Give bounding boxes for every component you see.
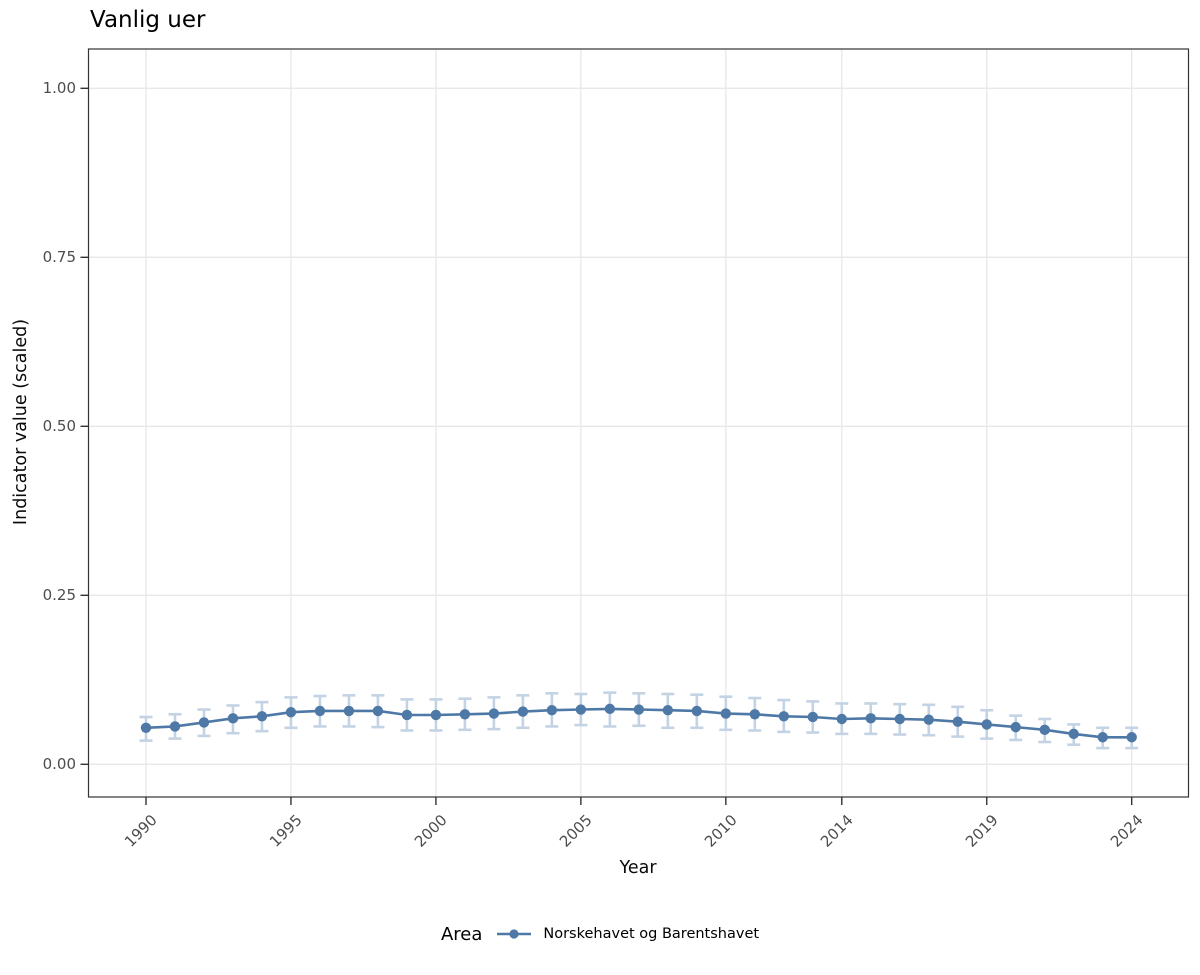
x-axis-title: Year <box>619 858 657 878</box>
legend: Area Norskehavet og Barentshavet <box>0 912 1200 956</box>
legend-series-label: Norskehavet og Barentshavet <box>543 926 760 942</box>
gridlines <box>88 49 1189 797</box>
y-tick-label: 0.75 <box>42 248 76 267</box>
y-tick-label: 0.00 <box>42 755 76 774</box>
panel-border <box>87 48 1190 798</box>
legend-title: Area <box>440 923 483 945</box>
axis-ticks <box>80 87 1133 805</box>
plot-panel <box>88 49 1189 797</box>
y-tick-label: 0.25 <box>42 586 76 605</box>
y-tick-label: 0.50 <box>42 417 76 436</box>
chart-title: Vanlig uer <box>90 7 206 33</box>
series-points <box>140 703 1137 743</box>
y-tick-label: 1.00 <box>42 79 76 98</box>
error-bars <box>139 691 1139 750</box>
y-axis-title: Indicator value (scaled) <box>11 318 31 526</box>
legend-key-line-dot-icon <box>495 924 533 944</box>
